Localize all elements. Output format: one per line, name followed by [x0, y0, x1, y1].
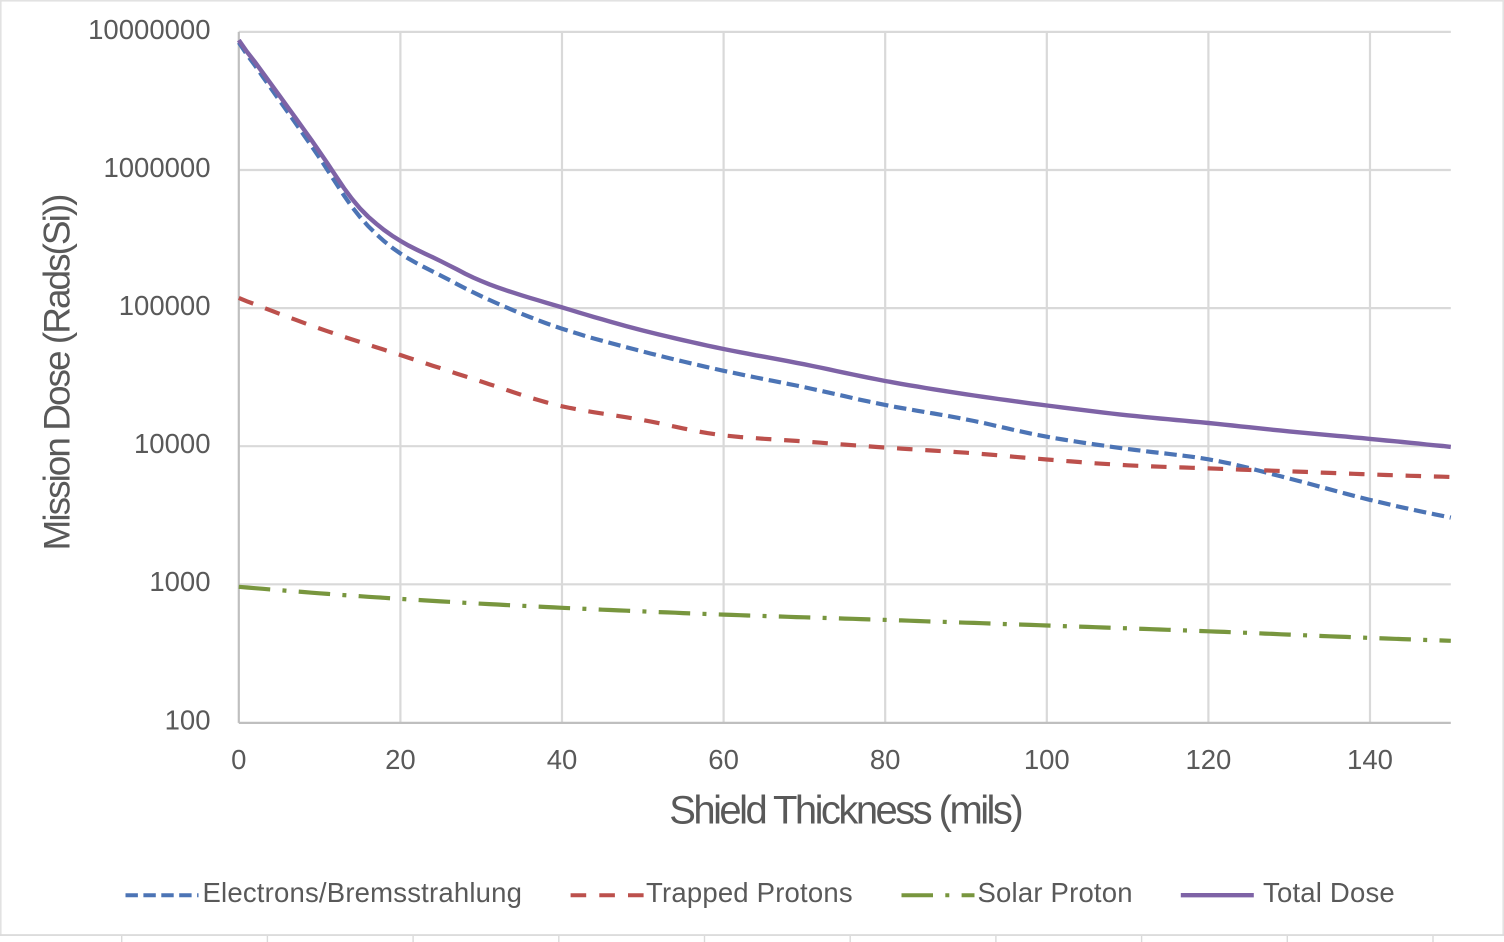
svg-text:120: 120	[1185, 744, 1231, 775]
svg-text:Electrons/Bremsstrahlung: Electrons/Bremsstrahlung	[203, 877, 523, 908]
svg-text:10000: 10000	[134, 428, 210, 459]
svg-text:40: 40	[547, 744, 578, 775]
svg-text:0: 0	[231, 744, 246, 775]
svg-text:140: 140	[1347, 744, 1393, 775]
svg-text:Solar Proton: Solar Proton	[978, 877, 1133, 908]
svg-text:Total Dose: Total Dose	[1263, 877, 1395, 908]
svg-text:60: 60	[708, 744, 739, 775]
svg-text:1000: 1000	[149, 566, 210, 597]
svg-text:10000000: 10000000	[88, 14, 210, 45]
svg-text:Mission Dose (Rads(Si)): Mission Dose (Rads(Si))	[37, 195, 78, 551]
svg-text:1000000: 1000000	[103, 152, 210, 183]
svg-text:100: 100	[1024, 744, 1070, 775]
svg-text:100000: 100000	[119, 290, 211, 321]
svg-text:Trapped Protons: Trapped Protons	[646, 877, 853, 908]
svg-text:Shield Thickness (mils): Shield Thickness (mils)	[669, 788, 1021, 832]
svg-text:80: 80	[870, 744, 901, 775]
svg-text:20: 20	[385, 744, 416, 775]
svg-text:100: 100	[165, 704, 211, 735]
